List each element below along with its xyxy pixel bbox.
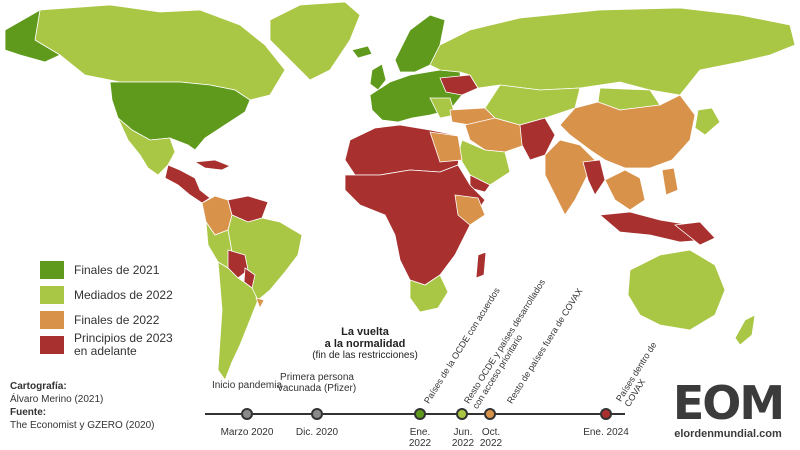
uruguay xyxy=(255,297,265,309)
legend-swatch xyxy=(40,311,64,329)
uk xyxy=(369,63,387,91)
legend-label: Finales de 2021 xyxy=(74,262,160,277)
timeline-dot xyxy=(484,408,496,420)
timeline-dot xyxy=(456,408,468,420)
southeast-asia xyxy=(604,169,646,211)
timeline-title: La vuelta a la normalidad (fin de las re… xyxy=(305,326,425,362)
timeline-dot xyxy=(414,408,426,420)
timeline-date: Oct. 2022 xyxy=(479,427,503,449)
bangladesh-myanmar xyxy=(582,159,606,196)
timeline-dot xyxy=(241,408,253,420)
timeline-date: Ene. 2022 xyxy=(408,427,432,449)
legend-item: Mediados de 2022 xyxy=(40,283,174,307)
timeline-dot xyxy=(311,408,323,420)
new-zealand xyxy=(734,314,756,346)
legend-label: Finales de 2022 xyxy=(74,312,160,327)
timeline-title-line2: a la normalidad xyxy=(324,338,406,350)
yemen xyxy=(469,174,491,193)
south-africa xyxy=(409,274,449,313)
timeline-date: Ene. 2024 xyxy=(583,427,629,438)
alaska xyxy=(4,9,61,63)
korea-japan xyxy=(694,107,721,136)
philippines xyxy=(661,167,679,196)
iceland xyxy=(351,45,373,59)
legend-label: Mediados de 2022 xyxy=(74,287,173,302)
timeline-label: Primera persona vacunada (Pfizer) xyxy=(277,372,357,394)
source-value: The Economist y GZERO (2020) xyxy=(10,420,155,431)
legend-swatch xyxy=(40,336,64,354)
greenland xyxy=(269,1,361,81)
timeline-label: Inicio pandemia xyxy=(211,380,283,391)
logo-mark: EOM xyxy=(672,376,785,430)
logo-site: elordenmundial.com xyxy=(674,428,782,440)
eom-logo: EOM elordenmundial.com xyxy=(662,380,794,440)
madagascar xyxy=(475,251,487,279)
timeline-subtitle: (fin de las restricciones) xyxy=(312,350,418,361)
timeline-date: Dic. 2020 xyxy=(295,427,339,438)
timeline-dot xyxy=(600,408,612,420)
png xyxy=(674,221,716,246)
legend-item: Principios de 2023 en adelante xyxy=(40,331,174,358)
credits: Cartografía: Álvaro Merino (2021) Fuente… xyxy=(10,380,155,432)
source-label: Fuente: xyxy=(10,407,47,418)
timeline-date: Marzo 2020 xyxy=(220,427,274,438)
cartography-value: Álvaro Merino (2021) xyxy=(10,394,104,405)
west-central-africa xyxy=(344,164,486,286)
india xyxy=(544,139,596,216)
argentina xyxy=(217,261,259,381)
china xyxy=(559,94,696,169)
australia xyxy=(627,249,726,331)
legend-item: Finales de 2022 xyxy=(40,308,174,332)
timeline-date: Jun. 2022 xyxy=(451,427,475,449)
bolivia xyxy=(227,249,249,279)
caribbean xyxy=(193,159,231,171)
timeline-title-line1: La vuelta xyxy=(341,326,389,338)
legend-label: Principios de 2023 en adelante xyxy=(74,331,173,358)
legend-item: Finales de 2021 xyxy=(40,258,174,282)
legend: Finales de 2021 Mediados de 2022 Finales… xyxy=(40,258,174,358)
egypt xyxy=(429,131,463,163)
legend-swatch xyxy=(40,286,64,304)
east-africa xyxy=(454,194,486,226)
ukraine xyxy=(439,74,479,96)
cartography-label: Cartografía: xyxy=(10,381,67,392)
legend-swatch xyxy=(40,261,64,279)
